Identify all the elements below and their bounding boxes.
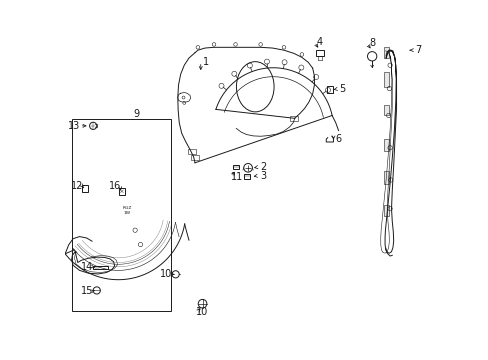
Text: 16: 16: [108, 181, 121, 192]
Bar: [384, 47, 388, 58]
Bar: [384, 72, 388, 87]
Bar: [72, 119, 171, 311]
Text: 13: 13: [68, 121, 80, 131]
Bar: [93, 266, 107, 269]
Bar: [326, 86, 332, 93]
Text: 15: 15: [81, 286, 93, 296]
Text: 6: 6: [335, 134, 341, 144]
Bar: [290, 116, 298, 121]
Bar: [233, 165, 239, 169]
Text: 3: 3: [260, 171, 266, 181]
Text: 5: 5: [339, 84, 345, 94]
Text: 10: 10: [196, 307, 208, 317]
Bar: [315, 50, 323, 56]
Text: 1: 1: [203, 57, 209, 67]
Bar: [244, 174, 249, 179]
Bar: [384, 205, 388, 216]
Bar: [384, 105, 388, 116]
Text: 12: 12: [70, 181, 82, 191]
Bar: [384, 171, 388, 184]
Text: 11: 11: [230, 172, 242, 182]
Text: RGZ
1W: RGZ 1W: [122, 206, 131, 215]
Bar: [82, 185, 88, 192]
Bar: [188, 149, 196, 154]
Text: 14: 14: [81, 262, 93, 272]
Text: 4: 4: [316, 37, 322, 47]
Text: 2: 2: [260, 162, 266, 172]
Bar: [384, 139, 388, 151]
Bar: [119, 188, 124, 195]
Text: 10: 10: [159, 269, 171, 279]
Text: 8: 8: [368, 38, 374, 48]
Bar: [190, 154, 198, 159]
Text: 9: 9: [134, 109, 140, 119]
Text: 7: 7: [414, 45, 421, 55]
